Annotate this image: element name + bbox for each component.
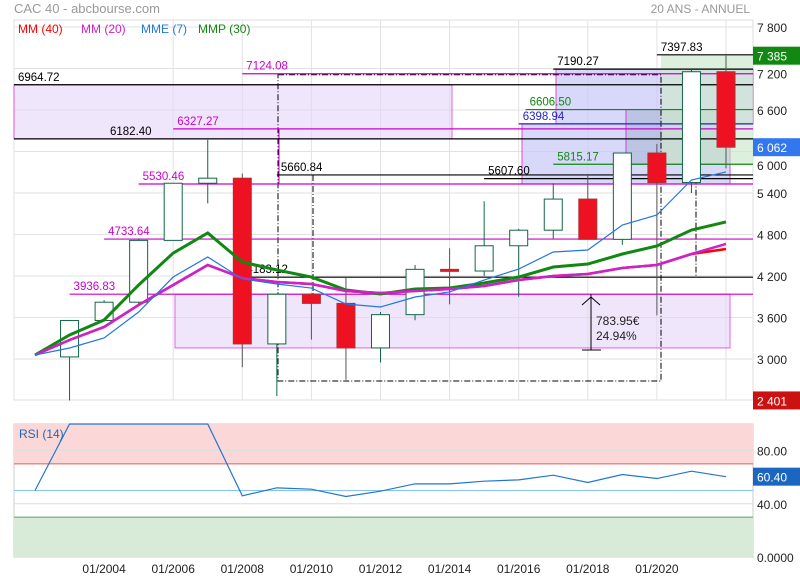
arrow-head-icon [581, 296, 601, 306]
y-tick-label: 4 800 [757, 228, 787, 242]
overbought-zone [14, 424, 753, 464]
rsi-line [34, 423, 727, 498]
rsi-tick-label: 0.0000 [757, 551, 794, 565]
level-label: 6398.94 [523, 111, 565, 123]
y-tick-label: 5 400 [757, 187, 787, 201]
level-label: 5530.46 [143, 171, 185, 183]
level-label: 4733.64 [108, 226, 150, 238]
level-label: 7397.83 [661, 42, 703, 54]
page-title: CAC 40 - abcbourse.com [14, 1, 160, 16]
price-label-bg [753, 138, 800, 157]
candle-2006 [163, 182, 183, 241]
price-label: 6 062 [757, 141, 787, 155]
candle-2015 [474, 245, 494, 272]
price-label-bg [753, 46, 800, 65]
level-label: 6606.50 [530, 97, 572, 109]
rsi-value: 60.40 [757, 471, 787, 485]
x-tick-label: 01/2018 [566, 562, 610, 576]
oversold-zone [14, 517, 753, 557]
rsi-title: RSI (14) [19, 427, 64, 441]
level-label: 4183.12 [246, 264, 288, 276]
candle-2012 [371, 314, 390, 349]
y-tick-label: 7 200 [757, 68, 787, 82]
level-label: 5607.60 [488, 166, 530, 178]
candle-2021 [681, 71, 701, 184]
candle-2004 [94, 301, 114, 321]
x-tick-label: 01/2014 [428, 562, 472, 576]
annotation-amount: 783.95€ [596, 314, 640, 328]
rsi-value-bg [753, 467, 800, 486]
candle-2022 [716, 71, 736, 148]
x-tick-label: 01/2010 [290, 562, 334, 576]
series-line-3 [34, 171, 727, 356]
level-label: 3936.83 [74, 281, 116, 293]
candle-2017 [543, 198, 563, 231]
candle-2010 [301, 293, 321, 304]
candle-2016 [509, 229, 529, 247]
retracement-zone [174, 293, 731, 349]
rsi-tick-label: 80.00 [757, 445, 787, 459]
candle-2018 [578, 198, 598, 240]
level-label: 5660.84 [281, 162, 323, 174]
y-tick-label: 3 600 [757, 311, 787, 325]
measure-box [277, 74, 662, 382]
y-tick-label: 4 200 [757, 270, 787, 284]
legend-item: MMP (30) [198, 22, 250, 36]
candle-2011 [336, 302, 356, 349]
candle-2009 [267, 293, 287, 345]
legend-item: MM (20) [81, 22, 126, 36]
x-tick-label: 01/2020 [635, 562, 679, 576]
annotation-percent: 24.94% [596, 329, 637, 343]
y-tick-label: 3 000 [757, 353, 787, 367]
price-label: 2 401 [757, 394, 787, 408]
x-tick-label: 01/2004 [82, 562, 126, 576]
legend-item: MME (7) [141, 22, 187, 36]
y-tick-label: 6 600 [757, 104, 787, 118]
price-label-bg [753, 391, 800, 410]
x-tick-label: 01/2012 [359, 562, 403, 576]
candle-2014 [440, 268, 460, 272]
y-tick-label: 6 000 [757, 159, 787, 173]
rsi-tick-label: 40.00 [757, 498, 787, 512]
x-tick-label: 01/2016 [497, 562, 541, 576]
legend-item: MM (40) [18, 22, 63, 36]
candle-2005 [129, 239, 149, 303]
candle-2020 [647, 152, 667, 184]
level-label: 6327.27 [177, 116, 219, 128]
x-tick-label: 01/2006 [152, 562, 196, 576]
series-line-2 [34, 242, 727, 357]
period-label: 20 ANS - ANNUEL [651, 2, 751, 16]
candle-2019 [612, 152, 632, 240]
price-label: 7 385 [757, 50, 787, 64]
level-label: 7190.27 [557, 56, 599, 68]
level-label: 7124.08 [246, 61, 288, 73]
y-tick-label: 7 800 [757, 21, 787, 35]
retracement-zone [13, 84, 453, 140]
candle-2007 [198, 177, 218, 184]
level-label: 6182.40 [110, 126, 152, 138]
level-label: 6964.72 [18, 72, 60, 84]
x-tick-label: 01/2008 [221, 562, 265, 576]
level-label: 5815.17 [557, 151, 599, 163]
